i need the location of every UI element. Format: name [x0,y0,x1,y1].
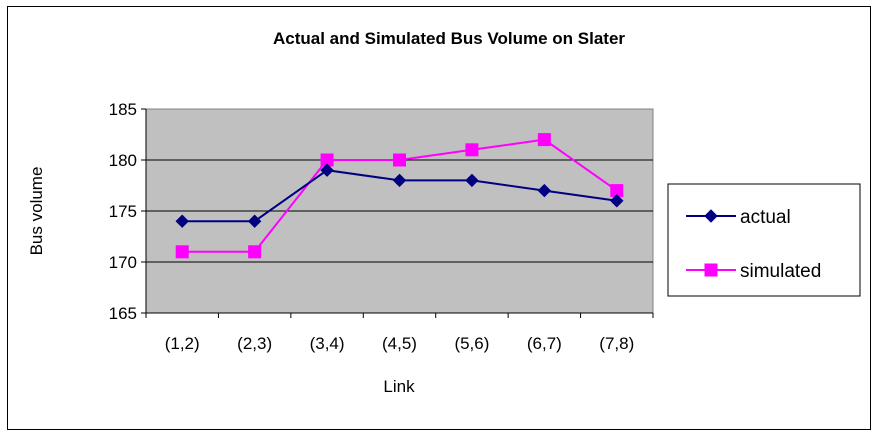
y-tick-label: 175 [109,202,137,221]
y-tick-label: 185 [109,100,137,119]
x-tick-label: (5,6) [454,334,489,353]
data-point-simulated [537,133,551,147]
y-tick-label: 180 [109,151,137,170]
data-point-actual [537,183,552,198]
y-tick-label: 170 [109,253,137,272]
legend-label-simulated: simulated [740,261,821,282]
x-axis: (1,2) (2,3) (3,4) (4,5) (5,6) (6,7) (7,8) [145,312,654,353]
x-axis-label: Link [383,377,415,396]
data-point-actual [175,214,189,228]
y-axis: 165 170 175 180 185 [109,100,147,323]
data-point-actual [465,173,479,188]
legend-marker-actual [704,209,718,223]
series-layer [175,133,624,259]
x-tick-label: (7,8) [599,334,634,353]
data-point-actual [320,163,334,177]
data-point-actual [247,214,262,228]
legend-box [667,183,861,297]
data-point-simulated [393,153,406,167]
legend-items: actual simulated [686,207,821,282]
data-point-actual [610,194,624,208]
legend: actual simulated [667,183,861,297]
x-tick-label: (1,2) [165,334,200,353]
data-point-simulated [465,143,479,157]
chart-title: Actual and Simulated Bus Volume on Slate… [273,29,625,48]
x-tick-label: (6,7) [527,334,562,353]
legend-label-actual: actual [740,207,791,228]
y-tick-label: 165 [109,304,137,323]
legend-marker-simulated [704,263,718,277]
data-point-actual [392,173,407,188]
x-tick-label: (4,5) [382,334,417,353]
data-point-simulated [175,245,189,259]
y-axis-label: Bus volume [27,167,46,256]
data-point-simulated [248,245,262,259]
x-tick-label: (3,4) [310,334,345,353]
x-tick-label: (2,3) [237,334,272,353]
